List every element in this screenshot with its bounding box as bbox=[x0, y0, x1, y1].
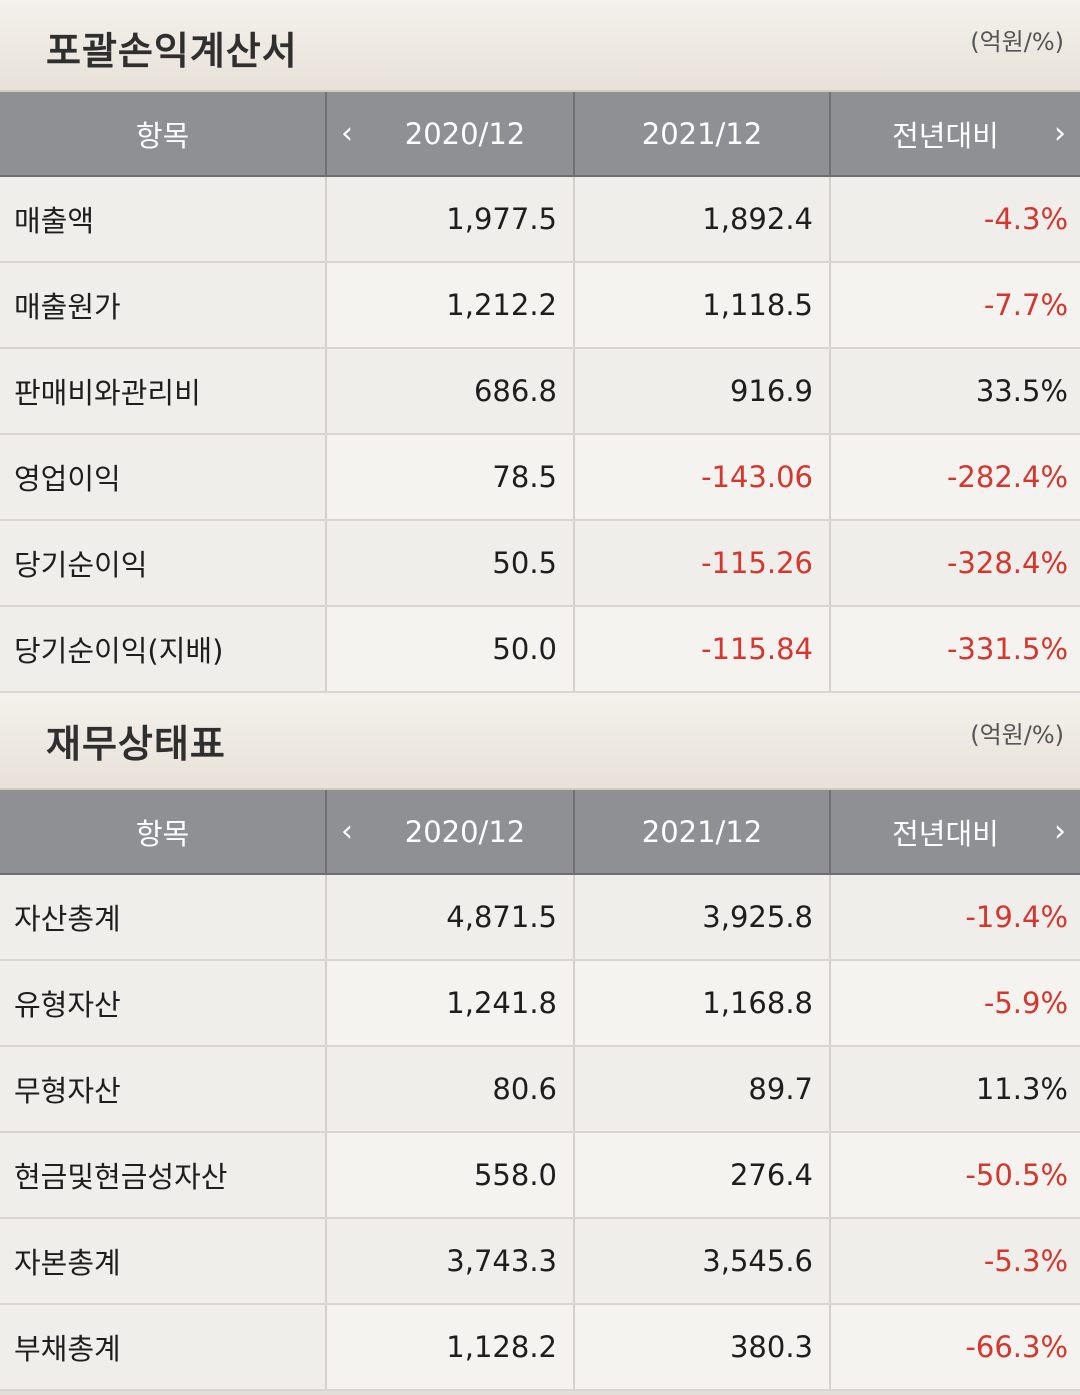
income-statement-header: 포괄손익계산서 (억원/%) bbox=[0, 0, 1080, 92]
cell-yoy: -66.3% bbox=[830, 1304, 1080, 1391]
table-row: 현금및현금성자산 558.0 276.4 -50.5% bbox=[0, 1132, 1080, 1219]
cell-2020: 686.8 bbox=[326, 348, 575, 435]
column-header-2020-label: 2020/12 bbox=[404, 116, 526, 151]
cell-2021: 1,168.8 bbox=[574, 960, 831, 1047]
table-row: 매출원가 1,212.2 1,118.5 -7.7% bbox=[0, 262, 1080, 349]
cell-2021: 1,892.4 bbox=[574, 176, 831, 263]
cell-2021: -115.84 bbox=[574, 606, 831, 693]
income-statement-body: 매출액 1,977.5 1,892.4 -4.3% 매출원가 1,212.2 1,118.5… bbox=[0, 176, 1080, 693]
column-header-2021: 2021/12 bbox=[574, 92, 831, 177]
cell-yoy: 33.5% bbox=[830, 348, 1080, 435]
chevron-left-icon[interactable]: ‹ bbox=[341, 813, 353, 849]
cell-2020: 1,212.2 bbox=[326, 262, 575, 349]
income-statement-unit: (억원/%) bbox=[970, 28, 1064, 56]
row-label: 무형자산 bbox=[0, 1046, 327, 1133]
table-row: 무형자산 80.6 89.7 11.3% bbox=[0, 1046, 1080, 1133]
cell-2021: 3,925.8 bbox=[574, 874, 831, 961]
cell-yoy: -5.9% bbox=[830, 960, 1080, 1047]
cell-yoy: -50.5% bbox=[830, 1132, 1080, 1219]
cell-yoy: -328.4% bbox=[830, 520, 1080, 607]
column-header-2020-label: 2020/12 bbox=[404, 814, 526, 849]
cell-2020: 558.0 bbox=[326, 1132, 575, 1219]
row-label: 부채총계 bbox=[0, 1304, 327, 1391]
table-row: 판매비와관리비 686.8 916.9 33.5% bbox=[0, 348, 1080, 435]
cell-2020: 80.6 bbox=[326, 1046, 575, 1133]
row-label: 자본총계 bbox=[0, 1218, 327, 1305]
row-label: 판매비와관리비 bbox=[0, 348, 327, 435]
row-label: 현금및현금성자산 bbox=[0, 1132, 327, 1219]
table-row: 당기순이익 50.5 -115.26 -328.4% bbox=[0, 520, 1080, 607]
column-header-yoy-label: 전년대비 bbox=[892, 816, 999, 851]
column-header-yoy-label: 전년대비 bbox=[892, 118, 999, 153]
table-row: 당기순이익(지배) 50.0 -115.84 -331.5% bbox=[0, 606, 1080, 693]
cell-2021: 1,118.5 bbox=[574, 262, 831, 349]
cell-2021: -143.06 bbox=[574, 434, 831, 521]
cell-2020: 1,977.5 bbox=[326, 176, 575, 263]
cell-2021: 380.3 bbox=[574, 1304, 831, 1391]
cell-2021: 3,545.6 bbox=[574, 1218, 831, 1305]
row-label: 매출원가 bbox=[0, 262, 327, 349]
row-label: 자산총계 bbox=[0, 874, 327, 961]
cell-yoy: -19.4% bbox=[830, 874, 1080, 961]
cell-2021: 276.4 bbox=[574, 1132, 831, 1219]
table-row: 유형자산 1,241.8 1,168.8 -5.9% bbox=[0, 960, 1080, 1047]
chevron-left-icon[interactable]: ‹ bbox=[341, 115, 353, 151]
balance-sheet-body: 자산총계 4,871.5 3,925.8 -19.4% 유형자산 1,241.8 1,168… bbox=[0, 874, 1080, 1391]
column-header-yoy: 전년대비 › bbox=[830, 92, 1080, 177]
column-header-yoy: 전년대비 › bbox=[830, 790, 1080, 875]
table-row: 자산총계 4,871.5 3,925.8 -19.4% bbox=[0, 874, 1080, 961]
balance-sheet-table: 항목 ‹ 2020/12 2021/12 전년대비 › 자산총계 4,871.5 3… bbox=[0, 790, 1080, 1391]
table-header-row: 항목 ‹ 2020/12 2021/12 전년대비 › bbox=[0, 790, 1080, 875]
cell-yoy: -5.3% bbox=[830, 1218, 1080, 1305]
chevron-right-icon[interactable]: › bbox=[1054, 813, 1066, 849]
cell-2020: 50.5 bbox=[326, 520, 575, 607]
balance-sheet-title: 재무상태표 bbox=[46, 722, 226, 766]
income-statement-title: 포괄손익계산서 bbox=[46, 29, 298, 73]
table-row: 영업이익 78.5 -143.06 -282.4% bbox=[0, 434, 1080, 521]
cell-2020: 78.5 bbox=[326, 434, 575, 521]
cell-2021: 916.9 bbox=[574, 348, 831, 435]
row-label: 당기순이익(지배) bbox=[0, 606, 327, 693]
row-label: 매출액 bbox=[0, 176, 327, 263]
cell-yoy: -7.7% bbox=[830, 262, 1080, 349]
cell-2020: 50.0 bbox=[326, 606, 575, 693]
row-label: 유형자산 bbox=[0, 960, 327, 1047]
cell-yoy: 11.3% bbox=[830, 1046, 1080, 1133]
column-header-2020: ‹ 2020/12 bbox=[326, 790, 575, 875]
table-row: 부채총계 1,128.2 380.3 -66.3% bbox=[0, 1304, 1080, 1391]
table-row: 자본총계 3,743.3 3,545.6 -5.3% bbox=[0, 1218, 1080, 1305]
column-header-item: 항목 bbox=[0, 790, 327, 875]
table-header-row: 항목 ‹ 2020/12 2021/12 전년대비 › bbox=[0, 92, 1080, 177]
cell-2021: -115.26 bbox=[574, 520, 831, 607]
cell-yoy: -282.4% bbox=[830, 434, 1080, 521]
cell-2020: 1,128.2 bbox=[326, 1304, 575, 1391]
cell-2020: 4,871.5 bbox=[326, 874, 575, 961]
column-header-2020: ‹ 2020/12 bbox=[326, 92, 575, 177]
cell-yoy: -4.3% bbox=[830, 176, 1080, 263]
income-statement-table: 항목 ‹ 2020/12 2021/12 전년대비 › 매출액 1,977.5 1,… bbox=[0, 92, 1080, 693]
balance-sheet-header: 재무상태표 (억원/%) bbox=[0, 693, 1080, 790]
balance-sheet-unit: (억원/%) bbox=[970, 721, 1064, 749]
table-row: 매출액 1,977.5 1,892.4 -4.3% bbox=[0, 176, 1080, 263]
row-label: 당기순이익 bbox=[0, 520, 327, 607]
cell-2021: 89.7 bbox=[574, 1046, 831, 1133]
row-label: 영업이익 bbox=[0, 434, 327, 521]
cell-2020: 3,743.3 bbox=[326, 1218, 575, 1305]
column-header-2021: 2021/12 bbox=[574, 790, 831, 875]
bottom-divider bbox=[0, 1391, 1080, 1395]
chevron-right-icon[interactable]: › bbox=[1054, 115, 1066, 151]
cell-yoy: -331.5% bbox=[830, 606, 1080, 693]
column-header-item: 항목 bbox=[0, 92, 327, 177]
cell-2020: 1,241.8 bbox=[326, 960, 575, 1047]
